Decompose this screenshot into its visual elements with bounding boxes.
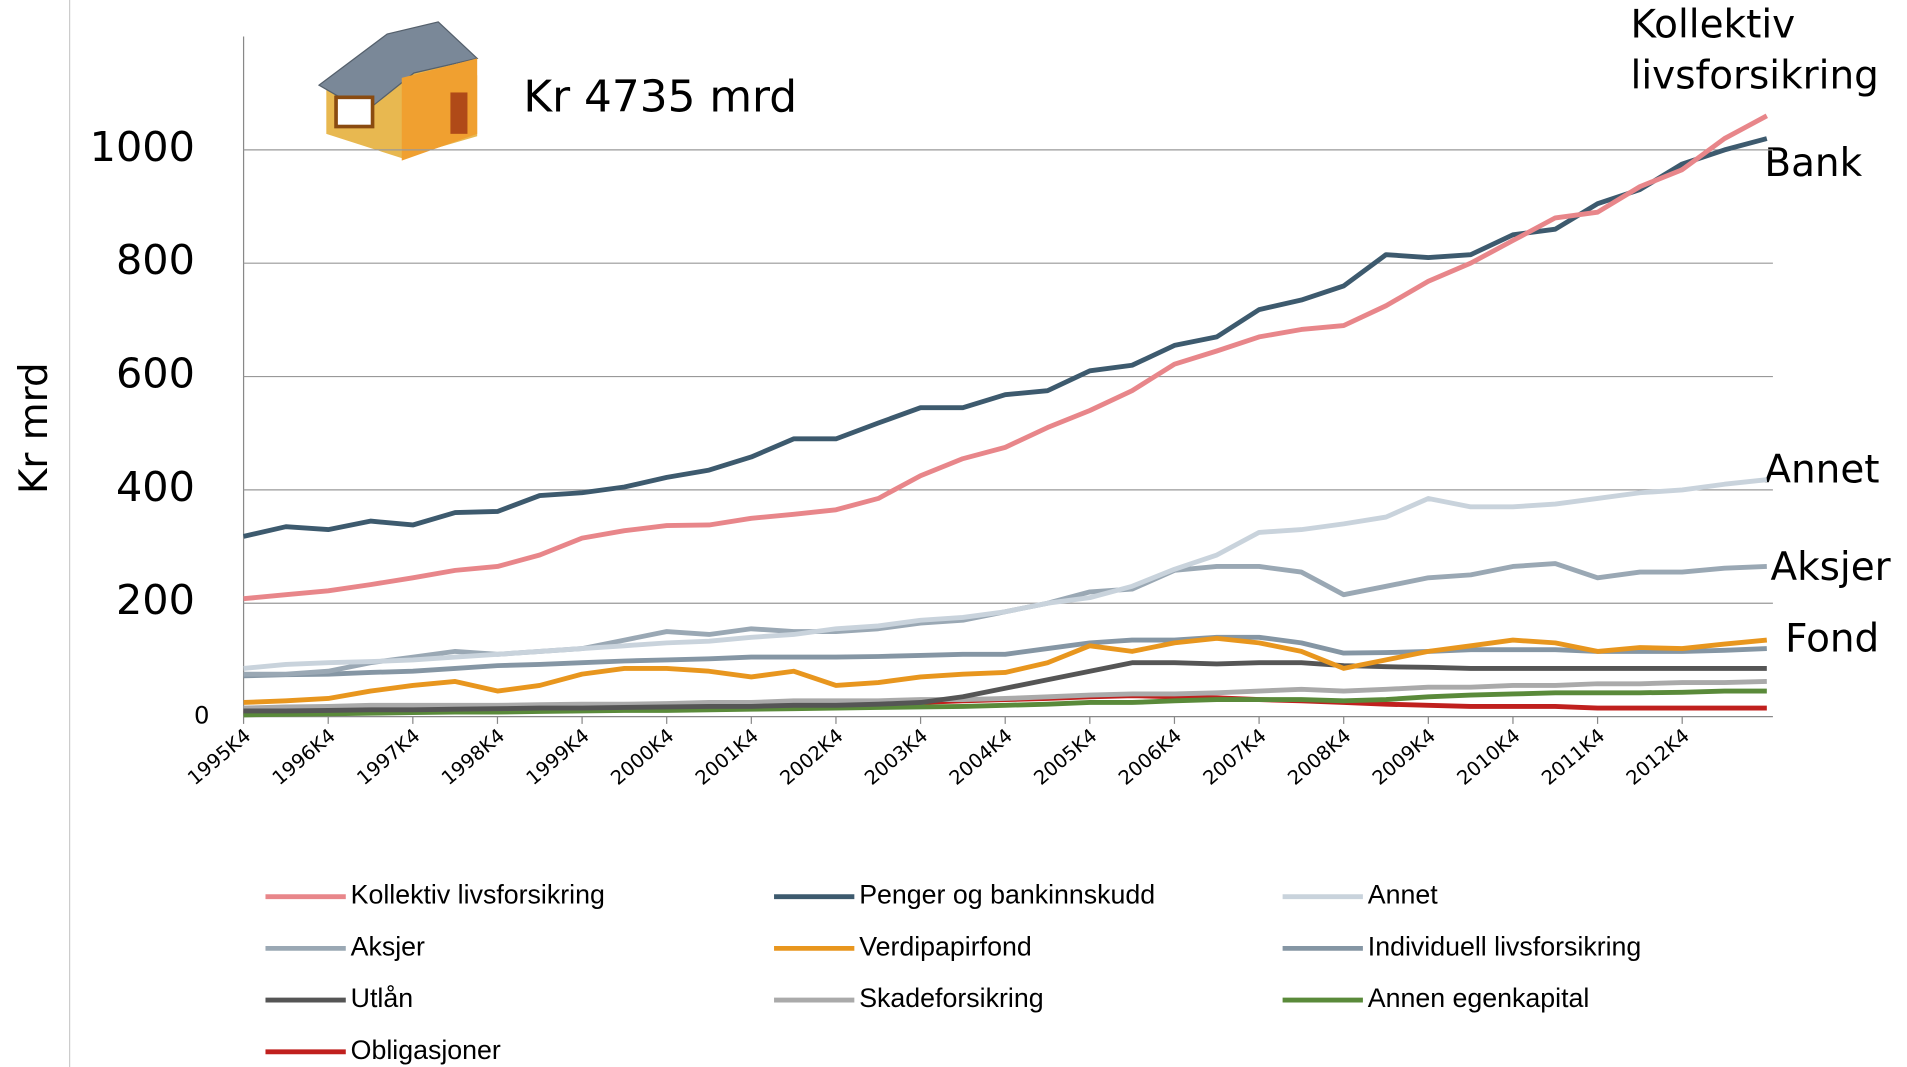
house-icon <box>319 22 477 161</box>
annotation: Kollektiv <box>1631 2 1796 47</box>
annotation: Fond <box>1785 617 1879 662</box>
annotation: livsforsikring <box>1631 53 1879 98</box>
y-tick-label: 200 <box>116 576 195 624</box>
y-tick-label: 600 <box>116 350 195 398</box>
legend-label: Annen egenkapital <box>1368 983 1590 1013</box>
x-tick-label: 2007K4 <box>1199 724 1271 790</box>
y-tick-label: 0 <box>194 701 209 730</box>
x-tick-label: 2004K4 <box>945 724 1017 790</box>
annotation: Annet <box>1764 448 1879 493</box>
annotation: Aksjer <box>1770 545 1890 590</box>
x-tick-label: 2006K4 <box>1114 724 1186 790</box>
series-line <box>244 139 1767 537</box>
y-tick-label: 1000 <box>90 123 195 171</box>
chart: Kr 4735 mrd Kollektiv livsforsikring Ban… <box>0 0 1907 1067</box>
x-tick-label: 1999K4 <box>522 724 594 790</box>
x-tick-label: 1997K4 <box>352 724 424 790</box>
legend-label: Individuell livsforsikring <box>1368 931 1642 961</box>
x-tick-label: 2001K4 <box>691 724 763 790</box>
x-tick-label: 2003K4 <box>860 724 932 790</box>
x-tick-label: 1995K4 <box>183 724 255 790</box>
x-tick-label: 2000K4 <box>606 724 678 790</box>
annotation: Kr 4735 mrd <box>523 72 797 123</box>
legend-label: Utlån <box>351 983 413 1013</box>
legend-label: Annet <box>1368 880 1438 910</box>
legend-label: Kollektiv livsforsikring <box>351 880 605 910</box>
y-tick-label: 800 <box>116 236 195 284</box>
x-tick-label: 2012K4 <box>1622 724 1694 790</box>
legend-label: Obligasjoner <box>351 1035 501 1065</box>
y-axis-label: Kr mrd <box>12 362 57 494</box>
y-tick-label: 400 <box>116 463 195 511</box>
legend-label: Penger og bankinnskudd <box>859 880 1155 910</box>
x-tick-label: 2008K4 <box>1283 724 1355 790</box>
x-tick-label: 2002K4 <box>776 724 848 790</box>
x-tick-label: 1996K4 <box>268 724 340 790</box>
x-tick-label: 1998K4 <box>437 724 509 790</box>
x-tick-label: 2009K4 <box>1368 724 1440 790</box>
legend-label: Verdipapirfond <box>859 931 1032 961</box>
x-tick-label: 2005K4 <box>1029 724 1101 790</box>
legend-label: Aksjer <box>351 931 425 961</box>
x-tick-label: 2011K4 <box>1537 724 1609 790</box>
legend-label: Skadeforsikring <box>859 983 1043 1013</box>
series-line <box>244 116 1767 599</box>
x-tick-label: 2010K4 <box>1453 724 1525 790</box>
annotation: Bank <box>1764 141 1862 186</box>
